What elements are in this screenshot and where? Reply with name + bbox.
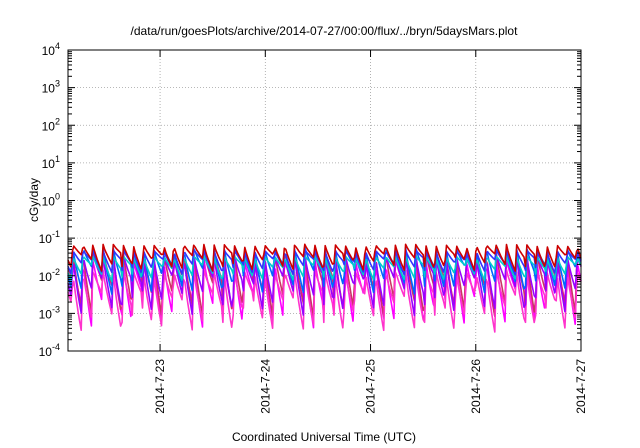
y-tick-label: 10-3	[39, 304, 60, 321]
y-tick-label: 102	[42, 116, 60, 133]
x-tick-label: 2014-7-24	[258, 359, 272, 414]
y-tick-label: 100	[42, 192, 60, 209]
grid	[68, 50, 581, 351]
series-layer	[67, 243, 582, 333]
y-axis: 10-4 10-3 10-2 10-1 100 101 102 103 104	[39, 41, 581, 359]
x-tick-label: 2014-7-26	[469, 359, 483, 414]
y-tick-label: 101	[42, 154, 60, 171]
x-axis: 2014-7-23 2014-7-24 2014-7-25 2014-7-26 2014…	[153, 50, 588, 414]
y-tick-label: 10-4	[39, 342, 60, 359]
x-tick-label: 2014-7-23	[153, 359, 167, 414]
y-axis-label: cGy/day	[27, 178, 41, 222]
chart-title: /data/run/goesPlots/archive/2014-07-27/0…	[131, 24, 519, 38]
y-tick-label: 103	[42, 79, 60, 96]
x-axis-label: Coordinated Universal Time (UTC)	[232, 430, 416, 444]
x-tick-label: 2014-7-27	[574, 359, 588, 414]
x-tick-label: 2014-7-25	[364, 359, 378, 414]
y-tick-label: 10-1	[39, 229, 60, 246]
series-line	[67, 243, 582, 272]
y-tick-label: 104	[42, 41, 60, 58]
y-tick-label: 10-2	[39, 267, 60, 284]
